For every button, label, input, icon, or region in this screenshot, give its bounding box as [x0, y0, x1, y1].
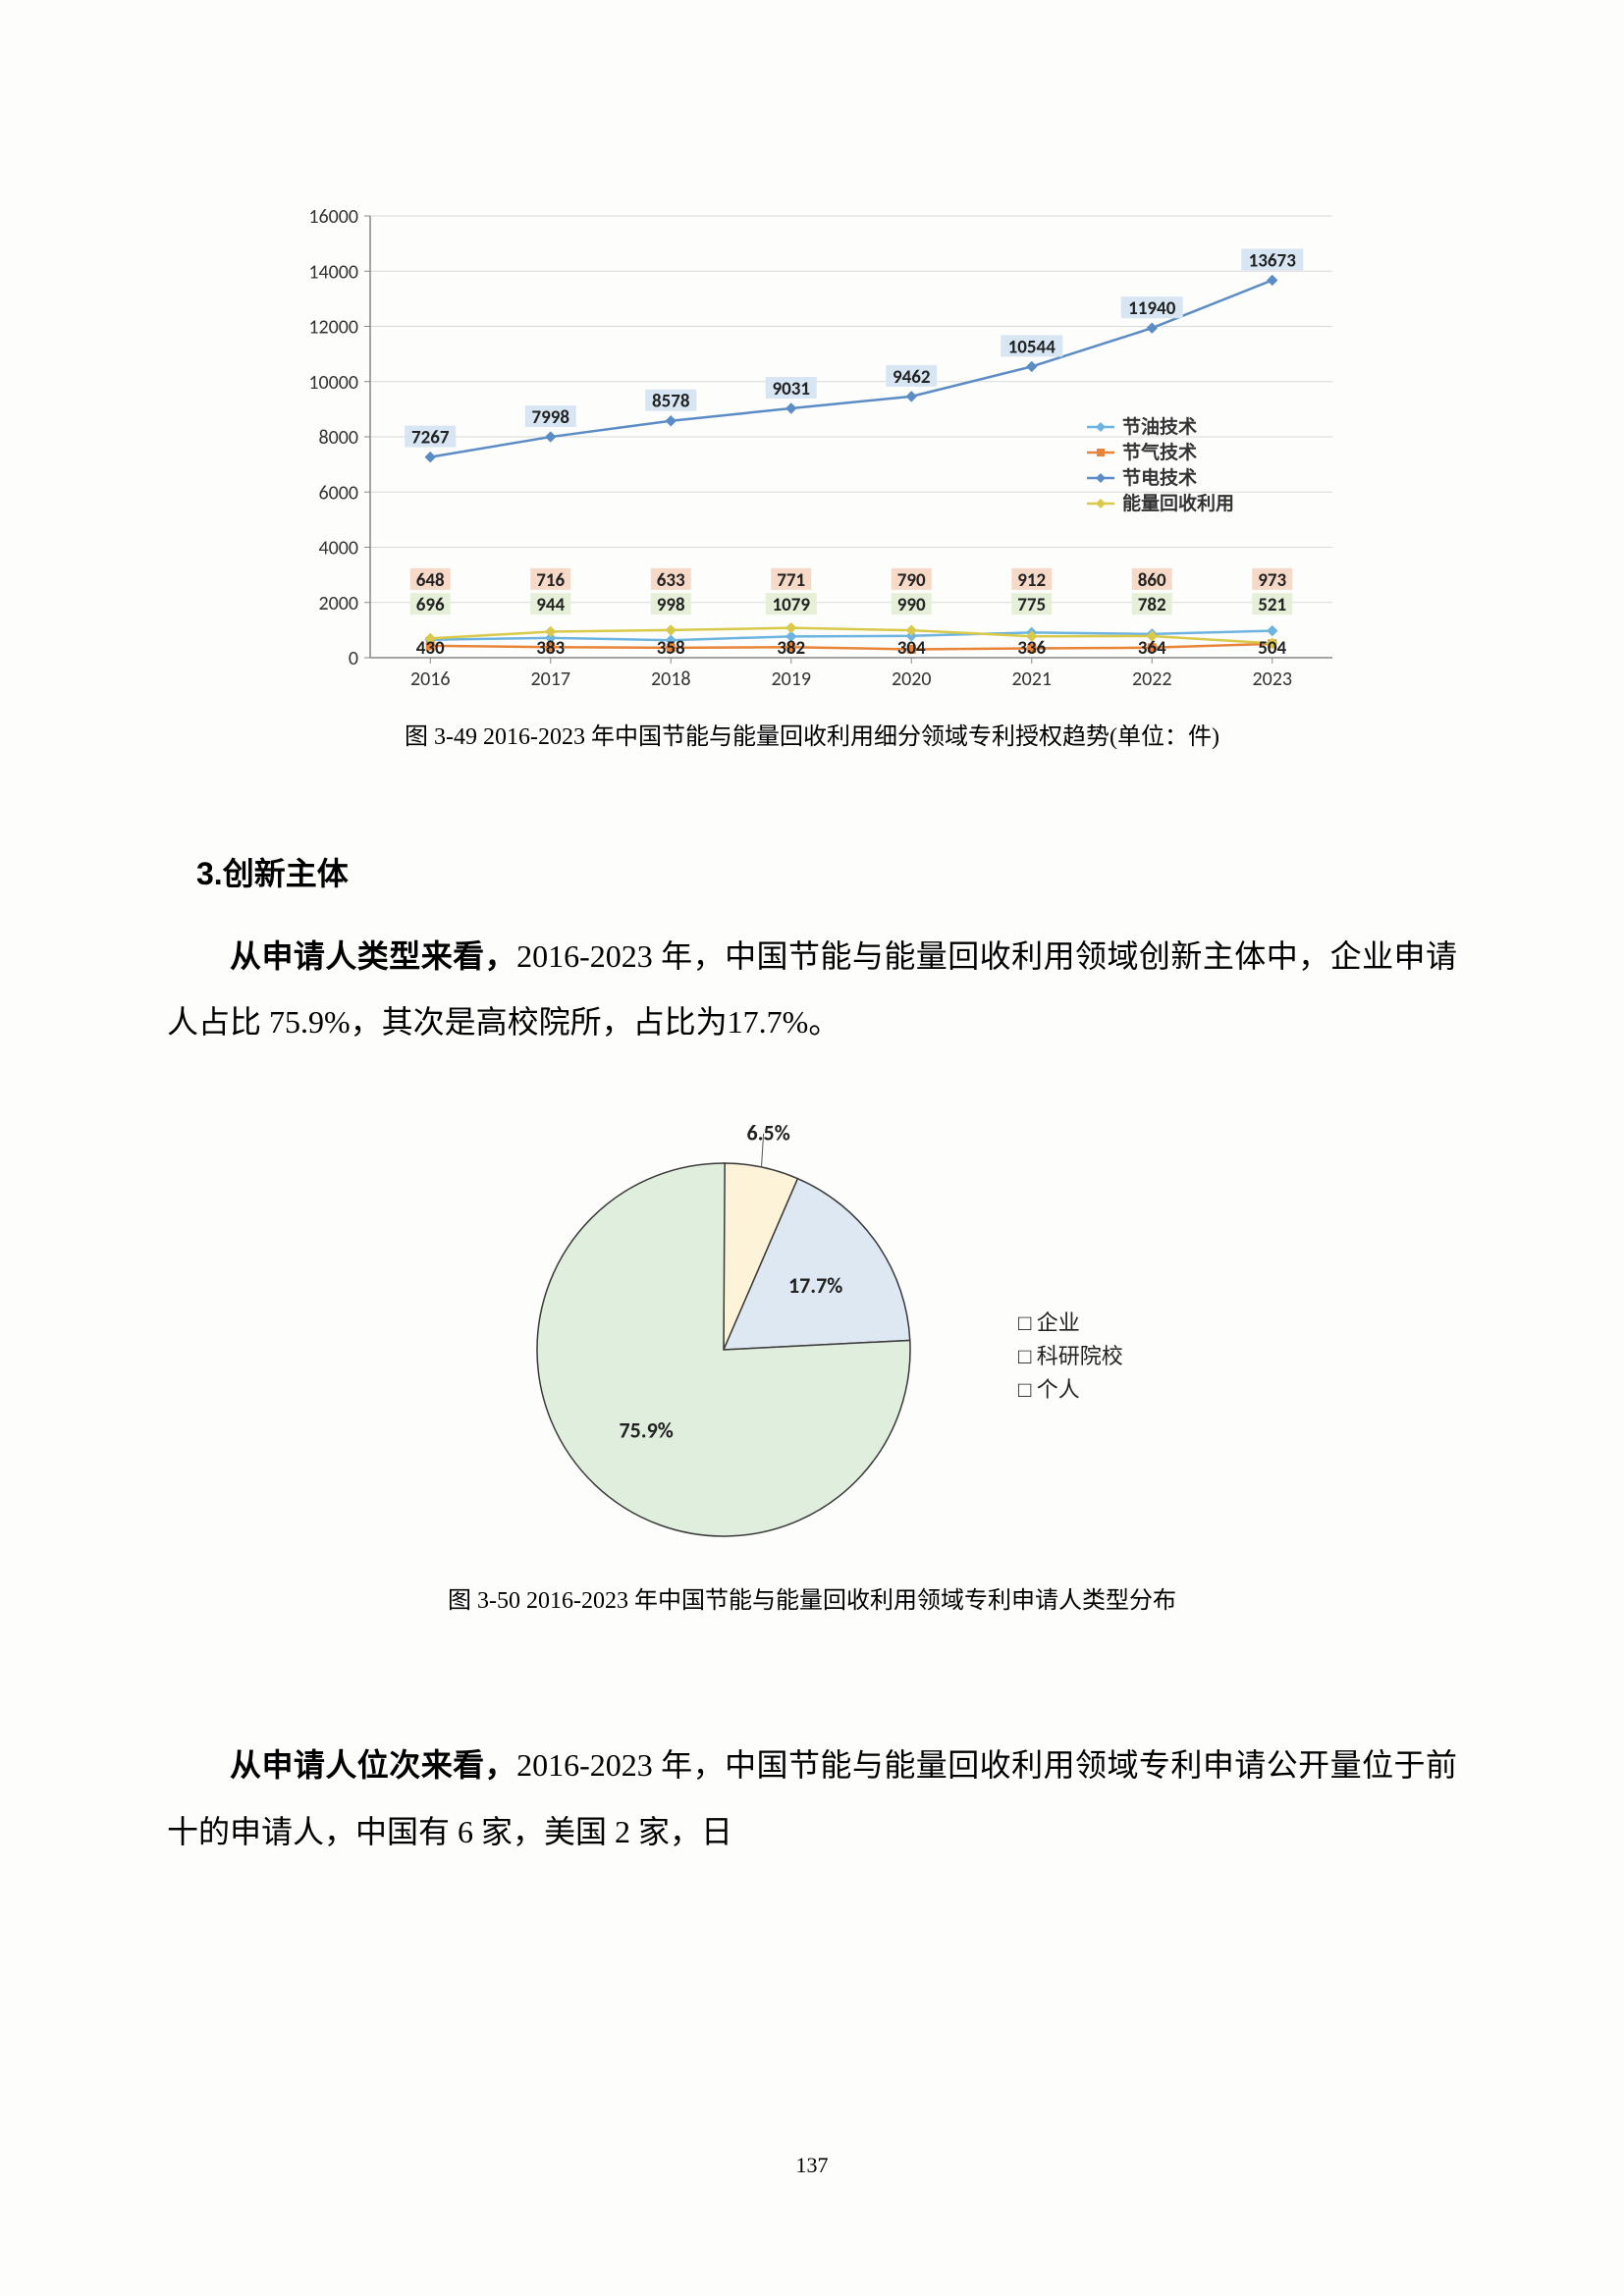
line-chart-svg: 0 2000 4000 6000 8000 10000 12000 14000 16000 201…	[272, 196, 1352, 707]
svg-text:2021: 2021	[1011, 667, 1052, 691]
svg-text:能量回收利用: 能量回收利用	[1122, 492, 1234, 514]
svg-text:382: 382	[777, 637, 805, 660]
svg-text:998: 998	[657, 594, 685, 616]
svg-text:75.9%: 75.9%	[619, 1417, 673, 1444]
svg-text:9031: 9031	[772, 378, 810, 400]
svg-text:696: 696	[416, 594, 445, 616]
pie-chart-svg: 6.5% 17.7% 75.9% □ 企业 □ 科研院校 □ 个人	[370, 1114, 1254, 1566]
svg-text:10544: 10544	[1008, 336, 1056, 358]
page-number: 137	[0, 2153, 1624, 2178]
svg-text:771: 771	[777, 569, 805, 592]
svg-text:7267: 7267	[411, 427, 450, 450]
paragraph-2: 从申请人位次来看，2016-2023 年，中国节能与能量回收利用领域专利申请公开…	[167, 1733, 1457, 1864]
svg-text:7998: 7998	[531, 406, 569, 429]
svg-text:716: 716	[536, 569, 565, 592]
svg-text:6000: 6000	[318, 481, 358, 505]
svg-text:0: 0	[349, 647, 358, 670]
svg-text:364: 364	[1138, 637, 1166, 660]
svg-text:2022: 2022	[1132, 667, 1172, 691]
svg-text:2019: 2019	[771, 667, 811, 691]
svg-text:521: 521	[1258, 594, 1286, 616]
svg-text:1079: 1079	[772, 594, 810, 616]
svg-text:782: 782	[1138, 594, 1166, 616]
svg-text:2017: 2017	[530, 667, 570, 691]
svg-text:860: 860	[1138, 569, 1166, 592]
svg-text:990: 990	[897, 594, 926, 616]
svg-text:430: 430	[416, 637, 445, 660]
pie-chart-caption: 图 3-50 2016-2023 年中国节能与能量回收利用领域专利申请人类型分布	[167, 1580, 1457, 1615]
svg-text:□ 企业: □ 企业	[1018, 1310, 1080, 1335]
svg-text:节气技术: 节气技术	[1122, 441, 1197, 463]
line-chart: 0 2000 4000 6000 8000 10000 12000 14000 16000 201…	[272, 196, 1352, 707]
svg-text:节电技术: 节电技术	[1122, 466, 1197, 489]
svg-text:10000: 10000	[308, 371, 358, 395]
svg-text:633: 633	[657, 569, 685, 592]
svg-text:14000: 14000	[308, 260, 358, 284]
svg-text:2016: 2016	[410, 667, 451, 691]
line-chart-caption: 图 3-49 2016-2023 年中国节能与能量回收利用细分领域专利授权趋势(…	[167, 717, 1457, 751]
svg-text:2020: 2020	[892, 667, 932, 691]
svg-text:12000: 12000	[308, 316, 358, 340]
para1-lead: 从申请人类型来看，	[230, 938, 516, 974]
svg-text:□ 个人: □ 个人	[1018, 1377, 1080, 1402]
svg-text:9462: 9462	[893, 366, 931, 389]
svg-text:6.5%: 6.5%	[747, 1120, 790, 1147]
svg-text:2000: 2000	[318, 592, 358, 615]
svg-text:358: 358	[657, 637, 685, 660]
section-heading: 3.创新主体	[196, 849, 1457, 894]
svg-text:8000: 8000	[318, 426, 358, 450]
svg-text:11940: 11940	[1128, 297, 1176, 320]
svg-text:304: 304	[897, 637, 926, 660]
svg-text:8578: 8578	[652, 391, 690, 413]
svg-text:912: 912	[1017, 569, 1046, 592]
svg-text:790: 790	[897, 569, 926, 592]
svg-text:17.7%: 17.7%	[788, 1272, 842, 1299]
pie-chart: 6.5% 17.7% 75.9% □ 企业 □ 科研院校 □ 个人	[370, 1114, 1254, 1571]
svg-text:973: 973	[1258, 569, 1286, 592]
svg-text:2018: 2018	[651, 667, 691, 691]
svg-text:504: 504	[1258, 637, 1286, 660]
svg-text:4000: 4000	[318, 537, 358, 561]
svg-text:□ 科研院校: □ 科研院校	[1018, 1344, 1123, 1368]
svg-text:16000: 16000	[308, 205, 358, 229]
svg-text:648: 648	[416, 569, 445, 592]
paragraph-1: 从申请人类型来看，2016-2023 年，中国节能与能量回收利用领域创新主体中，…	[167, 924, 1457, 1055]
svg-text:383: 383	[536, 637, 565, 660]
svg-text:节油技术: 节油技术	[1122, 415, 1197, 438]
svg-text:775: 775	[1017, 594, 1046, 616]
svg-text:2023: 2023	[1252, 667, 1292, 691]
svg-text:336: 336	[1017, 637, 1046, 660]
para2-lead: 从申请人位次来看，	[230, 1747, 516, 1783]
svg-text:944: 944	[536, 594, 565, 616]
svg-text:13673: 13673	[1249, 249, 1297, 272]
